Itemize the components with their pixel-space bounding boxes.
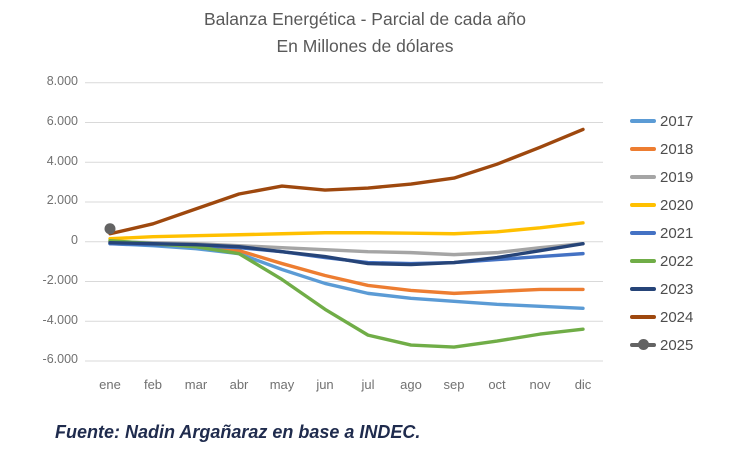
chart-title-line1: Balanza Energética - Parcial de cada año [203, 9, 526, 29]
legend-item-2022: 2022 [630, 247, 693, 275]
legend-label-2018: 2018 [660, 140, 694, 158]
y-tick-label: -2.000 [42, 272, 78, 287]
series-marker-2025 [104, 223, 116, 235]
chart-plot-area [85, 82, 603, 362]
legend-label-2021: 2021 [660, 224, 694, 242]
legend-swatch-2020 [630, 202, 656, 208]
x-tick-label-mar: mar [184, 377, 208, 392]
legend-item-2019: 2019 [630, 163, 693, 191]
series-line-2017 [108, 241, 585, 310]
legend-swatch-2025 [630, 339, 656, 351]
legend-item-2021: 2021 [630, 219, 693, 247]
series-line-2023 [108, 240, 585, 267]
series-line-2024 [108, 127, 585, 236]
series-line-2020 [108, 221, 585, 241]
y-tick-label: -4.000 [42, 312, 78, 327]
x-tick-label-dic: dic [574, 377, 592, 392]
legend-item-2017: 2017 [630, 107, 693, 135]
legend-swatch-2018 [630, 146, 656, 152]
legend-swatch-2019 [630, 174, 656, 180]
y-tick-label: 8.000 [46, 74, 78, 89]
chart-legend: 2017 2018 2019 2020 2021 2022 2023 2024 2025 [630, 107, 693, 359]
chart-title-line2: En Millones de dólares [276, 36, 454, 56]
x-tick-label-sep: sep [443, 377, 465, 392]
legend-item-2020: 2020 [630, 191, 693, 219]
y-tick-label: 0 [71, 233, 78, 248]
legend-label-2024: 2024 [660, 308, 694, 326]
legend-label-2020: 2020 [660, 196, 694, 214]
legend-label-2022: 2022 [660, 252, 694, 270]
x-tick-label-nov: nov [529, 377, 551, 392]
legend-label-2017: 2017 [660, 112, 694, 130]
legend-label-2019: 2019 [660, 168, 694, 186]
x-tick-label-may: may [269, 377, 295, 392]
chart-title: Balanza Energética - Parcial de cada año… [0, 6, 730, 60]
legend-swatch-2021 [630, 230, 656, 236]
x-tick-label-feb: feb [143, 377, 163, 392]
x-tick-label-oct: oct [488, 377, 506, 392]
x-tick-label-ene: ene [99, 377, 121, 392]
legend-swatch-2017 [630, 118, 656, 124]
legend-item-2023: 2023 [630, 275, 693, 303]
y-tick-label: 4.000 [46, 153, 78, 168]
legend-swatch-2024 [630, 314, 656, 320]
x-tick-label-ago: ago [400, 377, 422, 392]
legend-swatch-2022 [630, 258, 656, 264]
legend-item-2018: 2018 [630, 135, 693, 163]
x-tick-label-abr: abr [229, 377, 249, 392]
legend-item-2025: 2025 [630, 331, 693, 359]
x-tick-label-jun: jun [316, 377, 334, 392]
y-tick-label: -6.000 [42, 352, 78, 367]
legend-swatch-2023 [630, 286, 656, 292]
y-tick-label: 2.000 [46, 193, 78, 208]
legend-item-2024: 2024 [630, 303, 693, 331]
x-tick-label-jul: jul [361, 377, 375, 392]
source-note: Fuente: Nadin Argañaraz en base a INDEC. [55, 422, 421, 442]
legend-label-2023: 2023 [660, 280, 694, 298]
y-tick-label: 6.000 [46, 113, 78, 128]
legend-label-2025: 2025 [660, 336, 694, 354]
legend-marker-dot [638, 339, 649, 351]
